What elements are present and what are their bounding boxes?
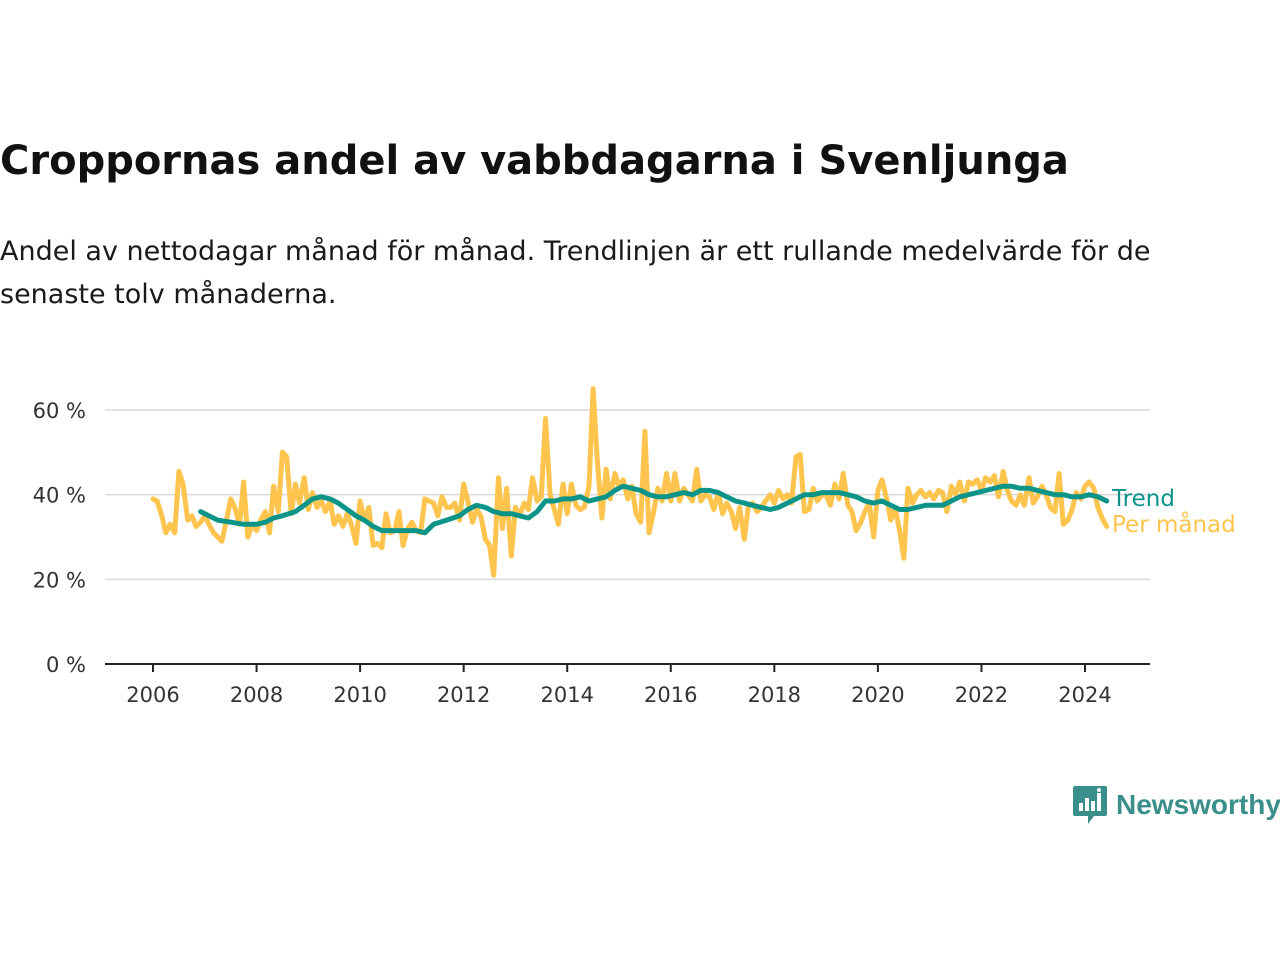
y-tick-label: 20 % — [33, 568, 86, 592]
chart-subtitle: Andel av nettodagar månad för månad. Tre… — [0, 236, 1151, 310]
chart-title: Croppornas andel av vabbdagarna i Svenlj… — [0, 138, 1069, 184]
x-tick-label: 2008 — [230, 683, 283, 707]
series-label-trend: Trend — [1111, 486, 1175, 512]
x-axis-ticks: 2006 2008 2010 2012 2014 2016 2018 2020 2022 2024 — [126, 664, 1112, 707]
x-tick-label: 2018 — [748, 683, 801, 707]
x-tick-label: 2006 — [126, 683, 179, 707]
x-tick-label: 2016 — [644, 683, 697, 707]
series-label-per-manad: Per månad — [1112, 510, 1236, 538]
series-line-per-manad — [150, 386, 1110, 578]
newsworthy-logo: Newsworthy — [1072, 784, 1280, 826]
series-line-trend — [198, 483, 1110, 536]
y-tick-label: 40 % — [33, 484, 86, 508]
y-axis-ticks: 0 % 20 % 40 % 60 % — [33, 399, 86, 677]
series-lines — [150, 386, 1110, 578]
y-tick-label: 60 % — [33, 399, 86, 423]
x-tick-label: 2012 — [437, 683, 490, 707]
x-tick-label: 2024 — [1058, 683, 1111, 707]
x-tick-label: 2022 — [955, 683, 1008, 707]
line-chart: 0 % 20 % 40 % 60 % 2006 2008 2010 2012 2014 2016… — [33, 386, 1236, 707]
x-tick-label: 2010 — [333, 683, 386, 707]
newsworthy-logo-icon — [1073, 786, 1107, 824]
y-tick-label: 0 % — [46, 653, 86, 677]
x-tick-label: 2014 — [540, 683, 593, 707]
x-tick-label: 2020 — [851, 683, 904, 707]
brand-name: Newsworthy — [1116, 789, 1280, 820]
